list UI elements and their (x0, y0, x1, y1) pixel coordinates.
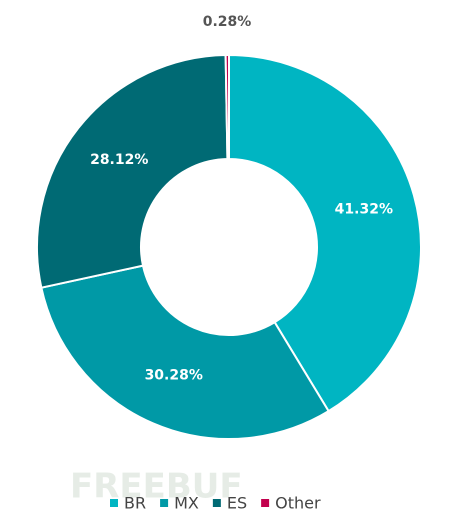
legend-swatch (261, 499, 270, 507)
value-label: 30.28% (145, 368, 203, 384)
value-label: 41.32% (335, 201, 393, 217)
legend-label: MX (174, 494, 199, 513)
legend-swatch (212, 499, 221, 507)
value-label: 28.12% (90, 152, 148, 168)
donut-slice (40, 264, 330, 440)
legend-label: ES (227, 494, 247, 513)
donut-slice (228, 53, 422, 413)
donut-slice (36, 54, 229, 289)
legend-swatch (110, 499, 118, 507)
legend-label: Other (275, 494, 321, 513)
legend-swatch (160, 499, 169, 507)
donut-slice (224, 53, 230, 161)
legend-label: BR (124, 494, 146, 513)
value-label: 0.28% (203, 14, 252, 30)
